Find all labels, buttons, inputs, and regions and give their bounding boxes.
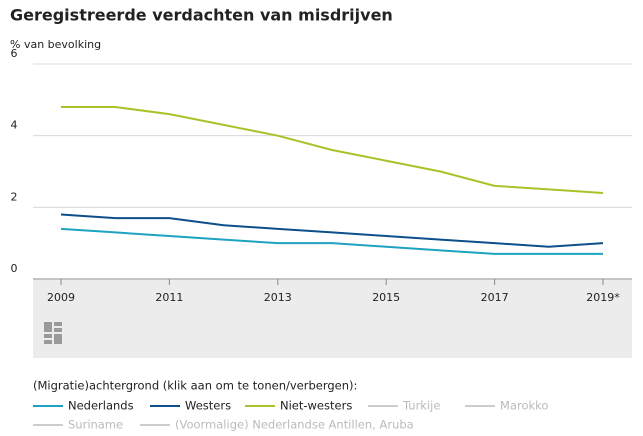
chart-title: Geregistreerde verdachten van misdrijven — [10, 6, 393, 25]
logo — [44, 322, 62, 344]
legend-item[interactable]: Turkije — [368, 399, 440, 413]
legend-item[interactable]: (Voormalige) Nederlandse Antillen, Aruba — [140, 418, 414, 432]
legend-label: Niet-westers — [280, 399, 352, 413]
legend-item[interactable]: Niet-westers — [245, 399, 352, 413]
x-tick-label: 2009 — [47, 291, 75, 304]
y-tick-label: 2 — [11, 190, 18, 203]
legend-item[interactable]: Suriname — [33, 418, 123, 432]
legend-label: Marokko — [500, 399, 548, 413]
legend-label: Suriname — [68, 418, 123, 432]
x-tick-label: 2015 — [372, 291, 400, 304]
legend-item[interactable]: Nederlands — [33, 399, 134, 413]
legend-item[interactable]: Marokko — [465, 399, 548, 413]
series-line — [60, 227, 603, 255]
y-tick-label: 4 — [11, 119, 18, 132]
legend-label: (Voormalige) Nederlandse Antillen, Aruba — [175, 418, 414, 432]
axis-band — [33, 280, 632, 358]
legend-label: Westers — [185, 399, 231, 413]
x-tick-label: 2017 — [481, 291, 509, 304]
legend-title: (Migratie)achtergrond (klik aan om te to… — [33, 379, 357, 393]
legend-label: Nederlands — [68, 399, 134, 413]
series-line — [60, 213, 604, 248]
y-axis-label: % van bevolking — [10, 38, 101, 51]
series-line — [61, 106, 604, 194]
y-tick-label: 0 — [11, 262, 18, 275]
legend-label: Turkije — [402, 399, 440, 413]
x-tick-label: 2019* — [586, 291, 620, 304]
x-tick-label: 2011 — [155, 291, 183, 304]
y-tick-label: 6 — [11, 47, 18, 60]
legend-item[interactable]: Westers — [150, 399, 231, 413]
x-tick-label: 2013 — [264, 291, 292, 304]
